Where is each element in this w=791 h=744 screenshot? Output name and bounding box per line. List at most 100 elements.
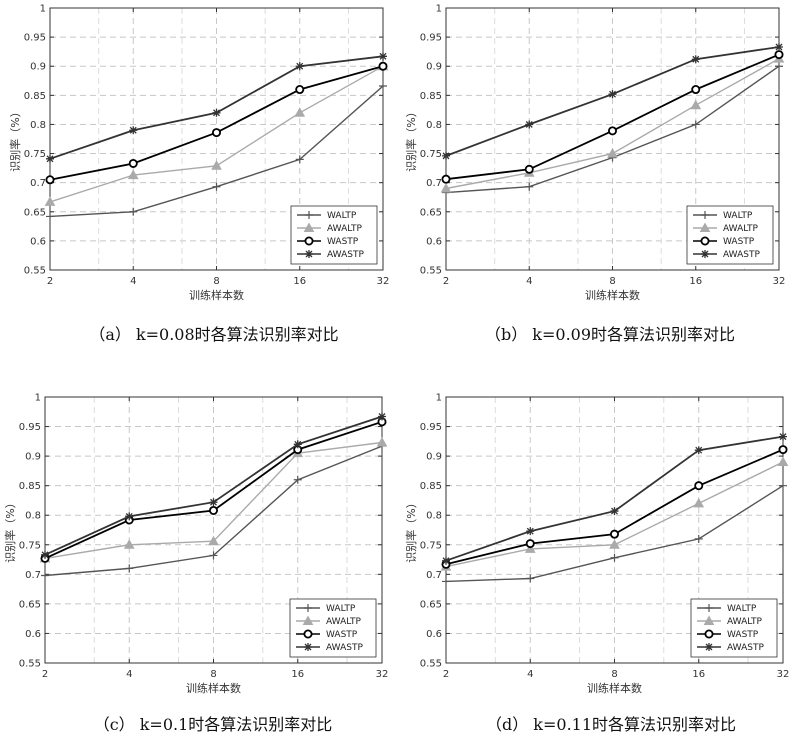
chart-panel-a: 0.550.60.650.70.750.80.850.90.9512481632… xyxy=(8,4,389,303)
x-tick-label: 4 xyxy=(126,669,132,680)
y-tick-label: 0.6 xyxy=(426,629,442,640)
y-tick-label: 1 xyxy=(436,4,442,15)
y-tick-label: 0.7 xyxy=(25,570,41,581)
x-tick-label: 32 xyxy=(377,276,390,287)
y-tick-label: 0.65 xyxy=(420,599,442,610)
data-point-awastp xyxy=(775,43,783,51)
legend-label: AWALTP xyxy=(723,224,759,234)
y-axis-label: 识别率（%） xyxy=(3,497,17,562)
chart-caption: （c） k=0.1时各算法识别率对比 xyxy=(94,715,333,734)
data-point-awastp xyxy=(609,90,617,98)
legend-label: WASTP xyxy=(727,630,759,640)
x-axis-label: 训练样本数 xyxy=(189,288,244,302)
x-tick-label: 16 xyxy=(291,669,304,680)
data-point-awastp xyxy=(129,126,137,134)
legend-marker xyxy=(701,237,708,244)
y-axis-label: 识别率（%） xyxy=(404,497,418,562)
data-point-awastp xyxy=(41,551,49,559)
y-tick-label: 0.8 xyxy=(30,120,46,131)
x-tick-label: 32 xyxy=(777,669,790,680)
data-point-wastp xyxy=(609,127,616,134)
y-tick-label: 0.95 xyxy=(19,422,41,433)
legend-marker xyxy=(705,630,712,637)
y-tick-label: 0.7 xyxy=(426,570,442,581)
x-tick-label: 2 xyxy=(443,669,449,680)
x-tick-label: 8 xyxy=(213,276,219,287)
y-tick-label: 0.9 xyxy=(426,452,442,463)
x-tick-label: 2 xyxy=(443,276,449,287)
legend-marker xyxy=(701,250,709,258)
data-point-wastp xyxy=(213,129,220,136)
legend: WALTPAWALTPWASTPAWASTP xyxy=(290,599,376,657)
data-point-awastp xyxy=(46,155,54,163)
y-tick-label: 0.9 xyxy=(25,452,41,463)
legend-marker xyxy=(304,643,312,651)
y-tick-label: 0.85 xyxy=(420,91,442,102)
x-tick-label: 4 xyxy=(526,276,532,287)
data-point-awastp xyxy=(294,440,302,448)
y-tick-label: 0.8 xyxy=(25,511,41,522)
x-tick-label: 16 xyxy=(692,669,705,680)
chart-caption: （d） k=0.11时各算法识别率对比 xyxy=(486,715,736,734)
legend-label: AWALTP xyxy=(727,617,763,627)
data-point-awastp xyxy=(213,109,221,117)
x-tick-label: 8 xyxy=(611,669,617,680)
legend-label: WALTP xyxy=(327,211,357,221)
data-point-wastp xyxy=(296,86,303,93)
figure-canvas: 0.55 0.6 0.65 0.7 0.75 0.8 0.85 0.9 0.95 1 2 4 8 16 32… xyxy=(0,0,791,740)
data-point-wastp xyxy=(210,507,217,514)
legend-label: AWASTP xyxy=(727,643,764,653)
y-tick-label: 0.65 xyxy=(420,207,442,218)
x-tick-label: 8 xyxy=(210,669,216,680)
legend-label: AWASTP xyxy=(326,643,363,653)
data-point-wastp xyxy=(526,166,533,173)
data-point-awastp xyxy=(442,557,450,565)
legend-label: WASTP xyxy=(326,630,358,640)
y-axis-label: 识别率（%） xyxy=(404,106,418,171)
legend-label: WALTP xyxy=(723,211,753,221)
y-tick-label: 0.7 xyxy=(426,178,442,189)
y-tick-label: 0.95 xyxy=(420,422,442,433)
data-point-awastp xyxy=(526,527,534,535)
x-axis-label: 训练样本数 xyxy=(585,288,640,302)
y-tick-label: 0.85 xyxy=(19,481,41,492)
data-point-wastp xyxy=(692,86,699,93)
legend-marker xyxy=(305,250,313,258)
legend-label: AWASTP xyxy=(327,250,364,260)
legend-label: AWALTP xyxy=(327,224,363,234)
legend-label: WASTP xyxy=(327,237,359,247)
x-axis-label: 训练样本数 xyxy=(186,681,241,695)
y-tick-label: 0.75 xyxy=(420,149,442,160)
y-tick-label: 0.9 xyxy=(426,62,442,73)
y-tick-label: 0.7 xyxy=(30,178,46,189)
data-point-wastp xyxy=(775,51,782,58)
y-tick-label: 0.9 xyxy=(30,62,46,73)
x-tick-label: 16 xyxy=(689,276,702,287)
data-point-wastp xyxy=(46,176,53,183)
chart-panel-c: 0.550.60.650.70.750.80.850.90.9512481632… xyxy=(3,393,388,696)
data-point-wastp xyxy=(442,176,449,183)
y-tick-label: 0.8 xyxy=(426,511,442,522)
data-point-awastp xyxy=(525,120,533,128)
y-tick-label: 0.6 xyxy=(426,236,442,247)
y-tick-label: 1 xyxy=(40,4,46,15)
data-point-wastp xyxy=(611,531,618,538)
chart-caption: （a） k=0.08时各算法识别率对比 xyxy=(89,325,338,344)
data-point-awastp xyxy=(210,498,218,506)
data-point-awastp xyxy=(692,55,700,63)
x-tick-label: 16 xyxy=(293,276,306,287)
y-tick-label: 0.55 xyxy=(420,659,442,670)
y-tick-label: 0.6 xyxy=(25,629,41,640)
x-tick-label: 4 xyxy=(130,276,136,287)
y-tick-label: 0.6 xyxy=(30,236,46,247)
x-tick-label: 4 xyxy=(527,669,533,680)
data-point-awastp xyxy=(379,52,387,60)
data-point-awastp xyxy=(695,446,703,454)
chart-caption: （b） k=0.09时各算法识别率对比 xyxy=(485,325,735,344)
y-tick-label: 0.55 xyxy=(24,266,46,277)
x-tick-label: 2 xyxy=(42,669,48,680)
data-point-wastp xyxy=(779,446,786,453)
y-tick-label: 0.95 xyxy=(24,33,46,44)
y-tick-label: 0.75 xyxy=(19,540,41,551)
y-tick-label: 0.55 xyxy=(19,659,41,670)
